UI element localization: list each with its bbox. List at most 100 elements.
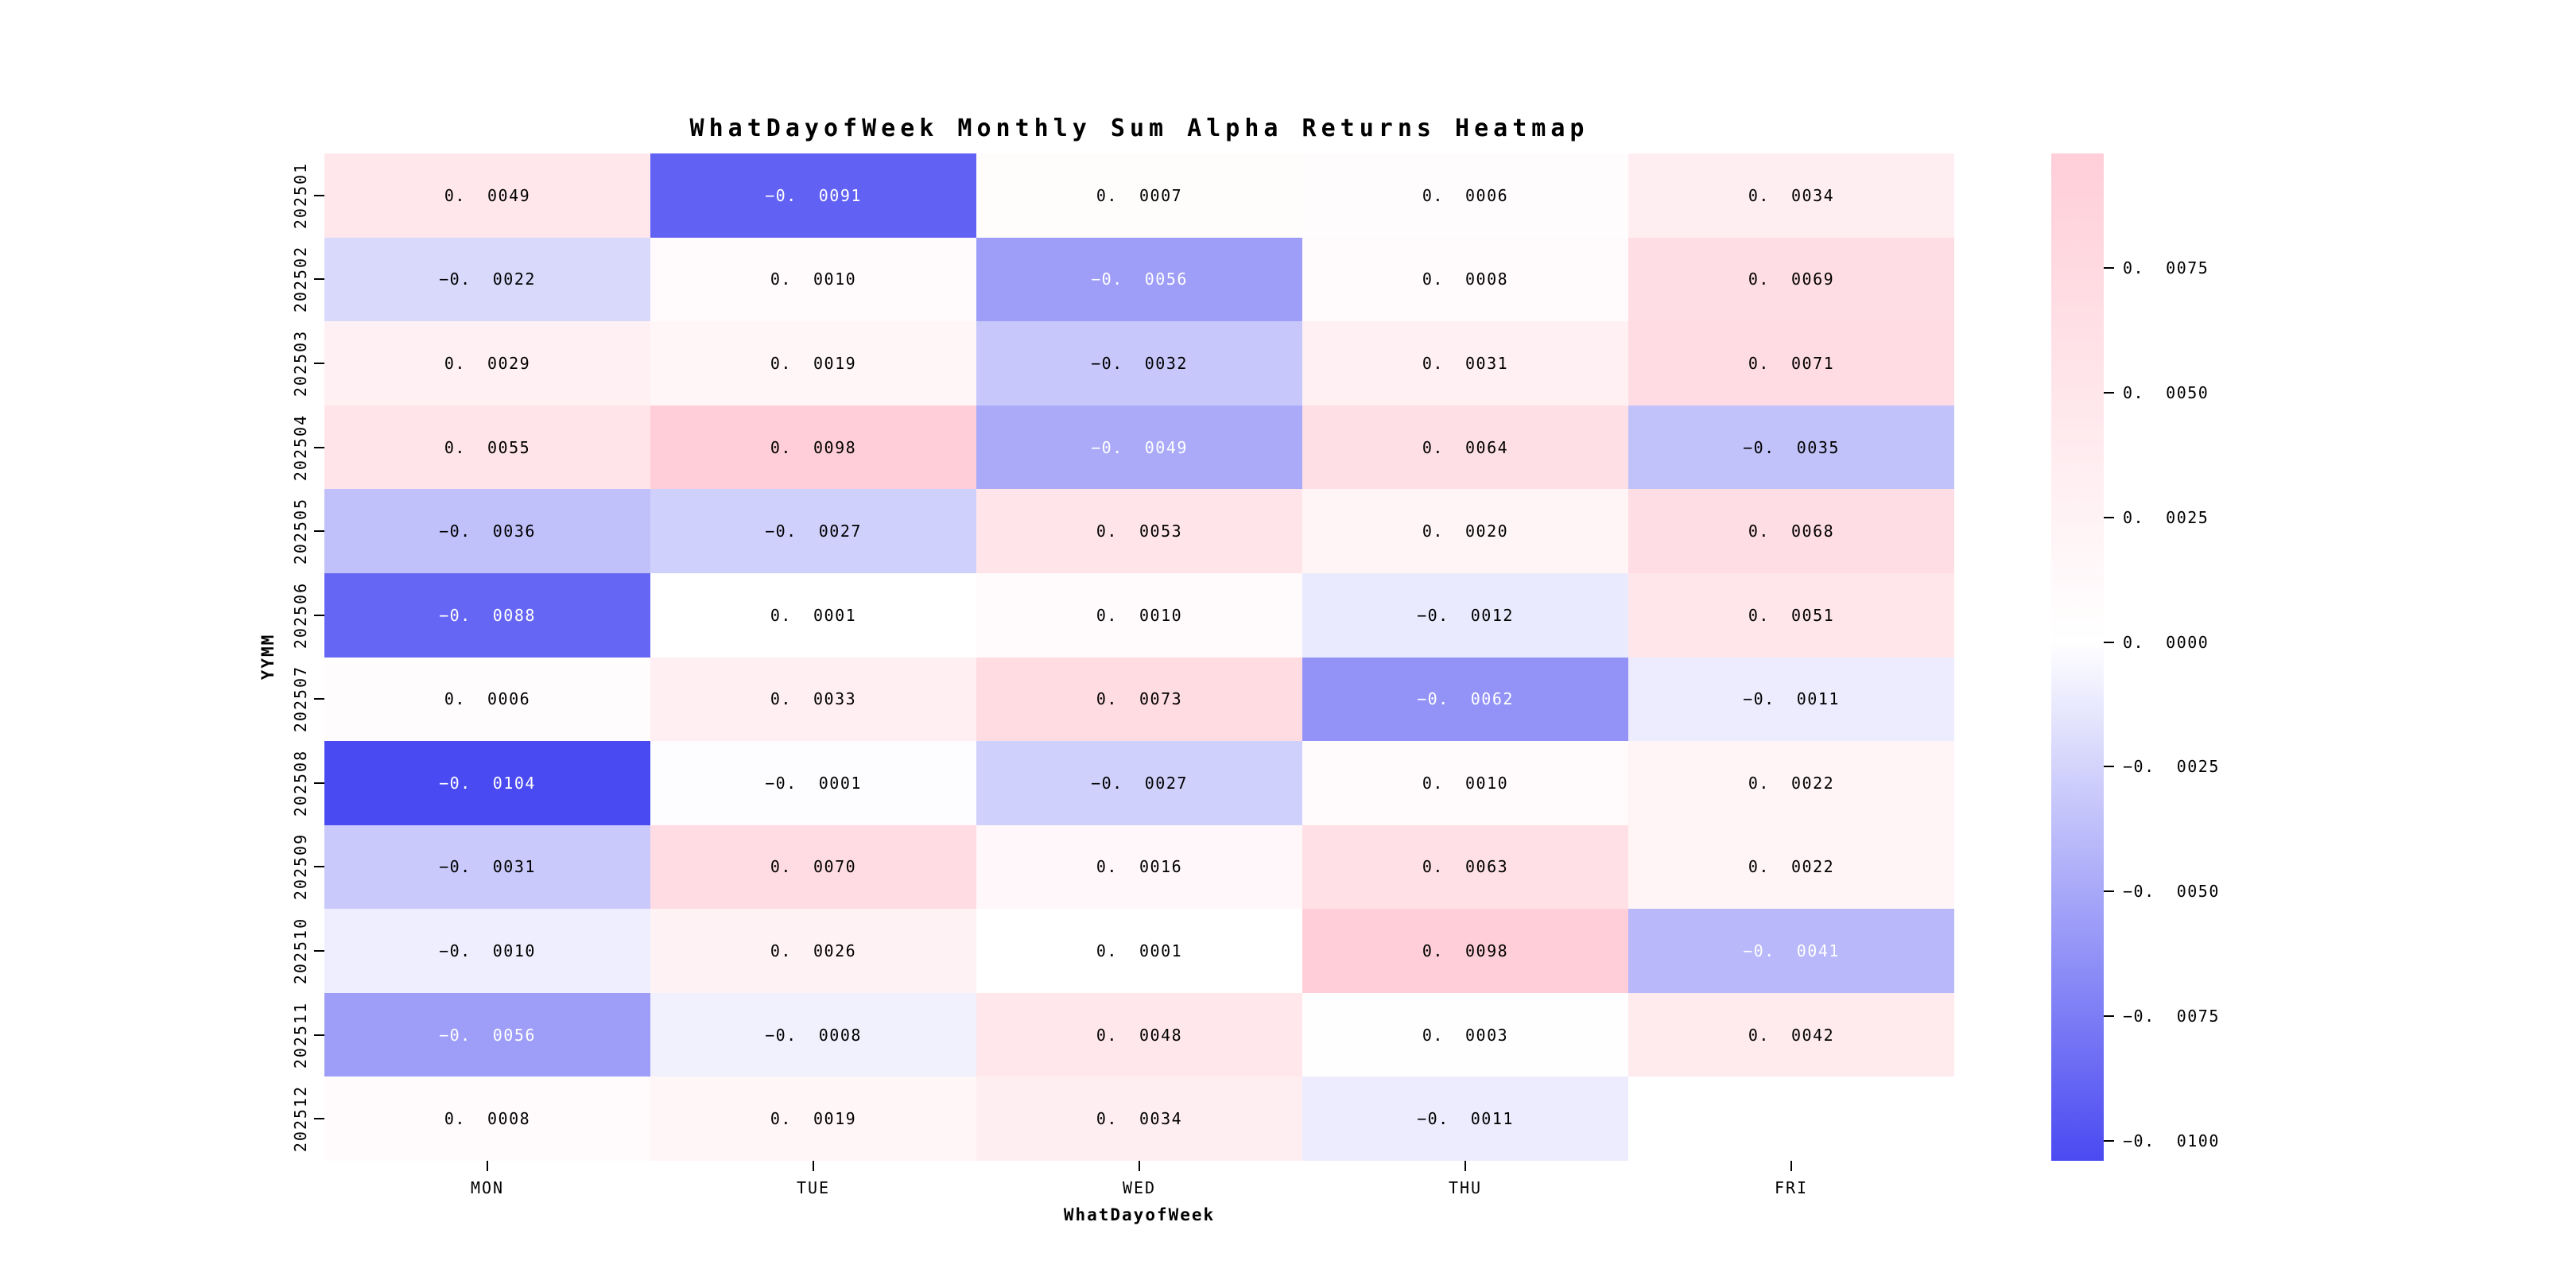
y-tick-mark — [314, 446, 324, 448]
y-tick-label: 202510 — [291, 917, 310, 985]
heatmap-cell: 0. 0042 — [1628, 992, 1954, 1077]
heatmap-cell: 0. 0001 — [650, 572, 976, 658]
colorbar-tick-label: −0. 0100 — [2123, 1131, 2220, 1150]
y-tick-label: 202505 — [291, 498, 310, 565]
heatmap-cell: 0. 0034 — [1628, 153, 1954, 238]
colorbar-tick-label: −0. 0025 — [2123, 757, 2220, 777]
chart-title: WhatDayofWeek Monthly Sum Alpha Returns … — [689, 114, 1589, 142]
heatmap-cell: 0. 0033 — [650, 657, 976, 742]
y-tick-label: 202504 — [291, 413, 310, 481]
colorbar-tick-mark — [2104, 641, 2114, 643]
heatmap-cell: 0. 0048 — [976, 992, 1302, 1077]
heatmap-cell: 0. 0006 — [324, 657, 650, 742]
heatmap-cell: −0. 0049 — [976, 405, 1302, 490]
heatmap-cell: 0. 0049 — [324, 153, 650, 238]
heatmap-cell: 0. 0022 — [1628, 741, 1954, 825]
heatmap-cell: 0. 0098 — [650, 405, 976, 490]
y-axis-label: YYMM — [258, 633, 277, 681]
heatmap-cell: −0. 0056 — [324, 992, 650, 1077]
x-tick-label: TUE — [796, 1178, 831, 1197]
heatmap-cell: −0. 0056 — [976, 237, 1302, 322]
heatmap-cell: 0. 0010 — [650, 237, 976, 322]
y-tick-label: 202512 — [291, 1085, 310, 1153]
heatmap-cell: 0. 0053 — [976, 489, 1302, 573]
colorbar-tick-mark — [2104, 1015, 2114, 1018]
x-tick-mark — [487, 1161, 488, 1171]
heatmap-cell: 0. 0003 — [1302, 992, 1628, 1077]
heatmap-cell: 0. 0071 — [1628, 321, 1954, 405]
heatmap-cell: 0. 0068 — [1628, 489, 1954, 573]
heatmap-cell: −0. 0041 — [1628, 909, 1954, 993]
y-tick-mark — [314, 530, 324, 533]
y-tick-label: 202503 — [291, 329, 310, 398]
heatmap-cell: −0. 0035 — [1628, 405, 1954, 490]
heatmap-cell: −0. 0091 — [650, 153, 976, 238]
y-tick-label: 202501 — [291, 161, 310, 229]
heatmap-cell: 0. 0022 — [1628, 824, 1954, 910]
heatmap-cell: −0. 0032 — [976, 321, 1302, 405]
heatmap-cell: −0. 0022 — [324, 237, 650, 322]
y-tick-label: 202509 — [291, 833, 310, 901]
x-tick-mark — [1139, 1161, 1140, 1171]
y-tick-mark — [314, 362, 324, 364]
colorbar-tick-label: 0. 0050 — [2123, 383, 2209, 403]
y-tick-mark — [314, 194, 324, 196]
heatmap-cell: 0. 0051 — [1628, 572, 1954, 658]
y-tick-mark — [314, 1118, 324, 1120]
heatmap-cell: 0. 0010 — [1302, 741, 1628, 825]
heatmap-cell: 0. 0008 — [324, 1077, 650, 1161]
y-tick-label: 202502 — [291, 246, 310, 313]
y-tick-mark — [314, 782, 324, 784]
heatmap-cell: 0. 0063 — [1302, 824, 1628, 910]
heatmap-cell: 0. 0019 — [650, 1077, 976, 1161]
colorbar-tick-label: −0. 0050 — [2123, 882, 2220, 902]
heatmap-cell: 0. 0069 — [1628, 237, 1954, 322]
heatmap-cell: 0. 0064 — [1302, 405, 1628, 490]
heatmap-cell: −0. 0011 — [1302, 1077, 1628, 1161]
x-axis-label: WhatDayofWeek — [1063, 1205, 1216, 1224]
colorbar-gradient — [2051, 153, 2104, 1161]
heatmap-cell: −0. 0027 — [650, 489, 976, 573]
heatmap-cell: 0. 0008 — [1302, 237, 1628, 322]
colorbar-tick-mark — [2104, 766, 2114, 768]
heatmap-cell: −0. 0010 — [324, 909, 650, 993]
y-tick-mark — [314, 866, 324, 868]
heatmap-cell: 0. 0019 — [650, 321, 976, 405]
colorbar: 0. 0075 0. 0050 0. 0025 0. 0000 −0. 0025 −0. … — [2051, 153, 2218, 1161]
heatmap-cell: 0. 0016 — [976, 824, 1302, 910]
heatmap-cell: −0. 0012 — [1302, 572, 1628, 658]
heatmap-cell: 0. 0034 — [976, 1077, 1302, 1161]
x-tick-label: WED — [1122, 1178, 1157, 1197]
y-tick-mark — [314, 950, 324, 952]
colorbar-tick-label: 0. 0075 — [2123, 258, 2209, 278]
heatmap-grid: 0. 0049 −0. 0091 0. 0007 0. 0006 0. 0034 −0. … — [324, 153, 1954, 1161]
heatmap-cell: 0. 0029 — [324, 321, 650, 405]
heatmap-cell: −0. 0088 — [324, 572, 650, 658]
heatmap-cell: 0. 0073 — [976, 657, 1302, 742]
heatmap-cell: −0. 0001 — [650, 741, 976, 825]
heatmap-cell: −0. 0011 — [1628, 657, 1954, 742]
heatmap-cell: 0. 0006 — [1302, 153, 1628, 238]
heatmap-cell: 0. 0070 — [650, 824, 976, 910]
colorbar-tick-mark — [2104, 267, 2114, 270]
colorbar-tick-label: 0. 0025 — [2123, 507, 2209, 527]
x-tick-mark — [1465, 1161, 1466, 1171]
heatmap-cell: −0. 0036 — [324, 489, 650, 573]
heatmap-cell — [1628, 1077, 1954, 1161]
heatmap-cell: −0. 0104 — [324, 741, 650, 825]
y-tick-mark — [314, 614, 324, 616]
x-tick-mark — [1790, 1161, 1792, 1171]
heatmap-cell: 0. 0031 — [1302, 321, 1628, 405]
heatmap-cell: 0. 0001 — [976, 909, 1302, 993]
y-tick-label: 202506 — [291, 581, 310, 649]
heatmap-cell: −0. 0031 — [324, 824, 650, 910]
heatmap-cell: 0. 0020 — [1302, 489, 1628, 573]
heatmap-cell: −0. 0027 — [976, 741, 1302, 825]
x-tick-label: MON — [470, 1178, 505, 1197]
y-tick-mark — [314, 278, 324, 281]
colorbar-tick-mark — [2104, 392, 2114, 394]
y-tick-mark — [314, 1034, 324, 1036]
x-tick-label: THU — [1448, 1178, 1483, 1197]
heatmap-cell: 0. 0026 — [650, 909, 976, 993]
